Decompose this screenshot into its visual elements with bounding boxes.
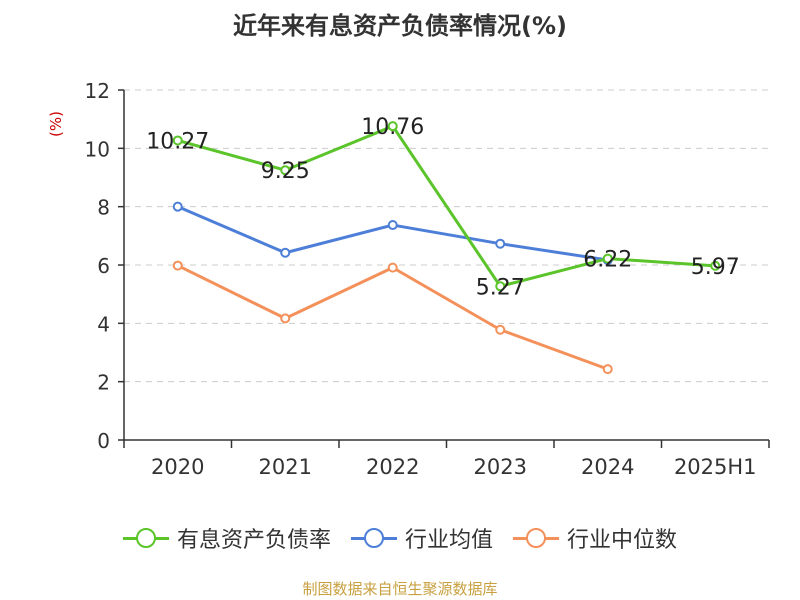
legend-item-interest-debt-ratio[interactable]: 有息资产负债率	[122, 522, 331, 554]
legend-swatch-industry-mean	[350, 526, 397, 550]
data-source-note: 制图数据来自恒生聚源数据库	[302, 580, 498, 598]
legend-item-industry-median[interactable]: 行业中位数	[513, 522, 677, 554]
y-tick-label-0: 0	[97, 429, 110, 453]
series-2-point-2023	[495, 324, 506, 335]
data-label-2024: 6.22	[583, 248, 632, 273]
chart-title: 近年来有息资产负债率情况(%)	[233, 12, 567, 40]
legend-label-interest-debt-ratio: 有息资产负债率	[176, 528, 331, 553]
x-tick-label-2023: 2023	[474, 455, 527, 479]
series-1-point-2020	[172, 201, 183, 212]
series-1-point-2022	[387, 220, 398, 231]
series-2-point-2020	[172, 260, 183, 271]
series-0-point-2022	[387, 121, 398, 132]
x-tick-label-2020: 2020	[151, 455, 204, 479]
series-2-point-2021	[280, 313, 291, 324]
legend-item-industry-mean[interactable]: 行业均值	[350, 522, 493, 554]
data-label-2022: 10.76	[361, 115, 424, 140]
y-tick-label-2: 2	[97, 371, 110, 395]
series-line-1	[177, 205, 608, 262]
data-label-2021: 9.25	[261, 159, 310, 184]
data-label-2025H1: 5.97	[691, 255, 740, 280]
legend-swatch-industry-median	[513, 526, 559, 550]
x-tick-label-2024: 2024	[581, 455, 634, 479]
y-tick-label-12: 12	[85, 79, 110, 103]
legend-swatch-interest-debt-ratio	[122, 526, 169, 550]
x-tick-label-2025H1: 2025H1	[674, 455, 757, 479]
y-tick-label-8: 8	[97, 196, 110, 220]
series-1-point-2021	[280, 247, 291, 258]
series-0-point-2021	[280, 165, 291, 176]
series-line-2	[177, 264, 609, 371]
y-tick-label-4: 4	[97, 312, 110, 336]
series-line-0	[177, 124, 716, 288]
legend-label-industry-median: 行业中位数	[567, 528, 678, 553]
series-2-point-2024	[602, 364, 613, 375]
x-tick-label-2022: 2022	[366, 455, 419, 479]
data-label-2023: 5.27	[476, 275, 525, 300]
y-tick-label-6: 6	[97, 254, 110, 278]
series-1-point-2023	[495, 238, 506, 249]
legend: 有息资产负债率 行业均值 行业中位数	[0, 518, 800, 558]
series-0-point-2025H1	[710, 260, 721, 271]
series-0-point-2020	[172, 135, 183, 146]
x-tick-label-2021: 2021	[259, 455, 312, 479]
series-0-point-2024	[602, 253, 613, 264]
data-label-2020: 10.27	[146, 129, 209, 154]
y-tick-label-10: 10	[85, 137, 110, 161]
legend-label-industry-mean: 行业均值	[404, 528, 493, 553]
series-0-point-2023	[495, 281, 506, 292]
series-2-point-2022	[387, 262, 398, 273]
